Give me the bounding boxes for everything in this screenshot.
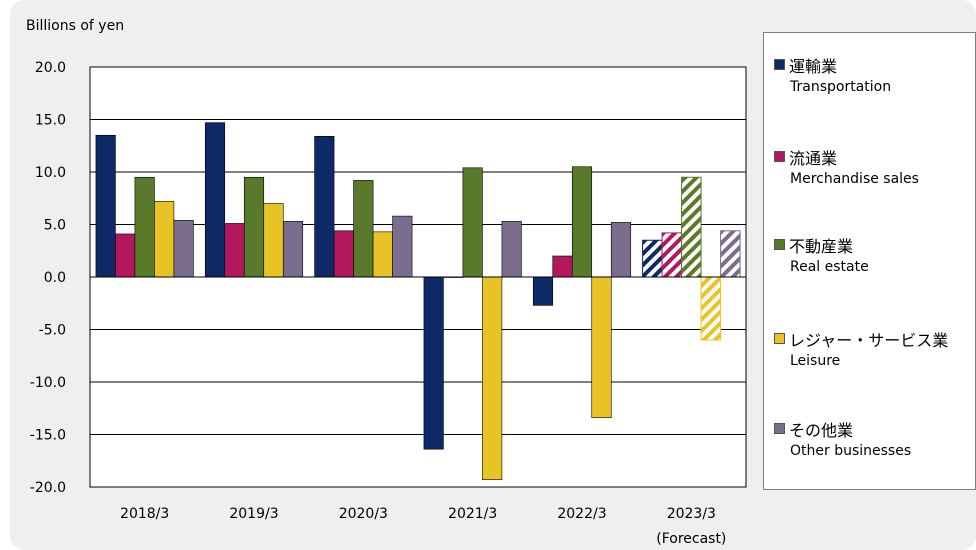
- legend-label-jp: 流通業: [789, 149, 838, 168]
- legend-swatch-other-businesses: [774, 423, 785, 434]
- bar-merchandise-sales-2022-3: [552, 255, 573, 278]
- bar-merchandise-sales-2018-3: [115, 233, 136, 278]
- x-tick-labels: 2018/3 2019/3 2020/3 2021/3 2022/3 2023/3 (For…: [120, 506, 726, 547]
- bar-transportation-2020-3: [314, 136, 335, 278]
- bar-leisure-2020-3: [372, 231, 393, 278]
- legend-label-en: Merchandise sales: [790, 171, 919, 187]
- y-tick-label: -20.0: [30, 480, 66, 496]
- bar-real-estate-2023-3: [681, 176, 702, 278]
- legend-label-jp: 不動産業: [789, 237, 854, 256]
- legend-label-jp: 運輸業: [789, 57, 838, 76]
- bar-transportation-2021-3: [423, 276, 444, 450]
- legend-swatch-leisure: [774, 333, 785, 344]
- x-tick-label: 2022/3: [557, 506, 606, 522]
- y-tick-label: 0.0: [44, 270, 66, 286]
- x-tick-label: 2019/3: [229, 506, 278, 522]
- bar-real-estate-2019-3: [243, 176, 265, 278]
- bar-real-estate-2018-3: [134, 176, 155, 278]
- bar-chart: 20.0 15.0 10.0 5.0 0.0 -5.0 -10.0 -15.0 -20.0 20…: [30, 60, 747, 547]
- y-axis-unit-label: Billions of yen: [26, 18, 125, 34]
- legend-swatch-merchandise-sales: [774, 151, 785, 162]
- bar-transportation-2023-3: [642, 239, 663, 278]
- bar-leisure-2021-3: [482, 276, 503, 480]
- bar-merchandise-sales-2023-3: [661, 232, 683, 278]
- bar-transportation-2018-3: [95, 134, 116, 278]
- bars: [95, 122, 741, 480]
- bar-leisure-2023-3: [700, 276, 722, 341]
- bar-other-businesses-2023-3: [720, 230, 741, 278]
- legend-swatch-transportation: [774, 59, 785, 70]
- bar-other-businesses-2019-3: [282, 221, 304, 278]
- legend: 運輸業 Transportation 流通業 Merchandise sales…: [763, 32, 976, 490]
- bar-other-businesses-2021-3: [501, 221, 522, 278]
- bar-leisure-2022-3: [591, 276, 612, 418]
- bar-merchandise-sales-2020-3: [333, 230, 354, 278]
- bar-other-businesses-2022-3: [610, 222, 632, 278]
- x-tick-label: 2021/3: [448, 506, 497, 522]
- legend-label-en: Transportation: [790, 79, 892, 95]
- bar-merchandise-sales-2019-3: [224, 223, 245, 278]
- y-tick-label: 10.0: [35, 165, 66, 181]
- bar-transportation-2022-3: [532, 276, 554, 306]
- plot-frame: [89, 66, 747, 488]
- bar-transportation-2019-3: [204, 122, 226, 278]
- y-tick-labels: 20.0 15.0 10.0 5.0 0.0 -5.0 -10.0 -15.0 -20.0: [30, 60, 66, 496]
- legend-swatch-real-estate: [774, 239, 785, 250]
- bar-other-businesses-2020-3: [392, 215, 413, 278]
- y-tick-label: -5.0: [39, 323, 66, 339]
- bar-real-estate-2020-3: [353, 180, 374, 278]
- y-tick-label: 15.0: [35, 113, 66, 129]
- legend-label-en: Real estate: [790, 259, 869, 275]
- bar-leisure-2018-3: [154, 201, 175, 278]
- bar-other-businesses-2018-3: [173, 220, 194, 278]
- y-tick-label: -10.0: [30, 375, 66, 391]
- bar-leisure-2019-3: [263, 203, 284, 278]
- x-tick-label: 2023/3: [667, 506, 716, 522]
- legend-label-jp: レジャー・サービス業: [789, 331, 949, 350]
- y-tick-label: -15.0: [30, 428, 66, 444]
- y-tick-label: 20.0: [35, 60, 66, 76]
- x-tick-label: 2018/3: [120, 506, 169, 522]
- x-tick-note: (Forecast): [656, 531, 726, 547]
- bar-real-estate-2021-3: [462, 167, 483, 278]
- legend-label-en: Other businesses: [790, 443, 912, 459]
- x-tick-label: 2020/3: [339, 506, 388, 522]
- bar-real-estate-2022-3: [571, 166, 593, 278]
- legend-label-jp: その他業: [789, 421, 854, 440]
- legend-label-en: Leisure: [790, 353, 841, 369]
- y-tick-label: 5.0: [44, 218, 66, 234]
